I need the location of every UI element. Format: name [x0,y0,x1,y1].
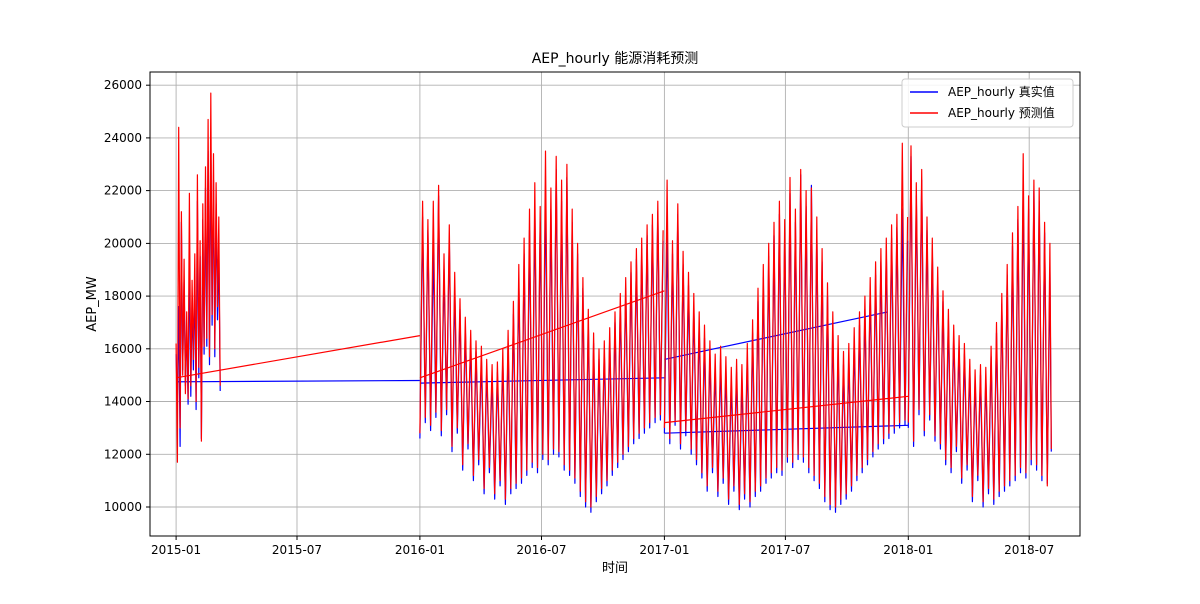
series-line-actual [664,311,888,360]
x-tick-label: 2017-07 [760,543,810,557]
x-tick-label: 2016-01 [395,543,445,557]
y-axis-label: AEP_MW [85,276,100,332]
x-tick-label: 2015-07 [272,543,322,557]
series-line-predicted [664,395,909,424]
x-axis: 2015-01 2015-07 2016-01 2016-07 2017-01 2017-… [151,536,1054,557]
series-layer [175,92,1052,513]
y-tick-label: 16000 [104,342,142,356]
y-tick-label: 18000 [104,289,142,303]
legend-label-predicted: AEP_hourly 预测值 [948,105,1055,120]
chart-title: AEP_hourly 能源消耗预测 [532,51,699,67]
x-tick-label: 2018-07 [1004,543,1054,557]
legend: AEP_hourly 真实值 AEP_hourly 预测值 [901,78,1074,128]
y-tick-label: 14000 [104,395,142,409]
y-axis: 10000 12000 14000 16000 18000 20000 22000 24000… [104,78,150,514]
y-tick-label: 24000 [104,131,142,145]
series-line-predicted [907,145,1052,503]
x-tick-label: 2017-01 [639,543,689,557]
series-line-predicted [663,142,909,508]
series-line-predicted [419,290,665,379]
series-line-actual [176,379,420,383]
x-axis-label: 时间 [602,561,628,576]
x-tick-label: 2018-01 [883,543,933,557]
y-tick-label: 12000 [104,447,142,461]
x-tick-label: 2015-01 [151,543,201,557]
y-tick-label: 20000 [104,236,142,250]
plot-area-frame [149,71,1081,537]
series-line-predicted [175,92,221,463]
x-tick-label: 2016-07 [516,543,566,557]
series-predicted [175,92,1052,508]
y-tick-label: 22000 [104,184,142,198]
legend-label-actual: AEP_hourly 真实值 [948,84,1055,99]
legend-box [901,78,1074,128]
y-tick-label: 10000 [104,500,142,514]
y-tick-label: 26000 [104,78,142,92]
series-line-predicted [175,335,421,379]
series-line-predicted [419,150,664,508]
